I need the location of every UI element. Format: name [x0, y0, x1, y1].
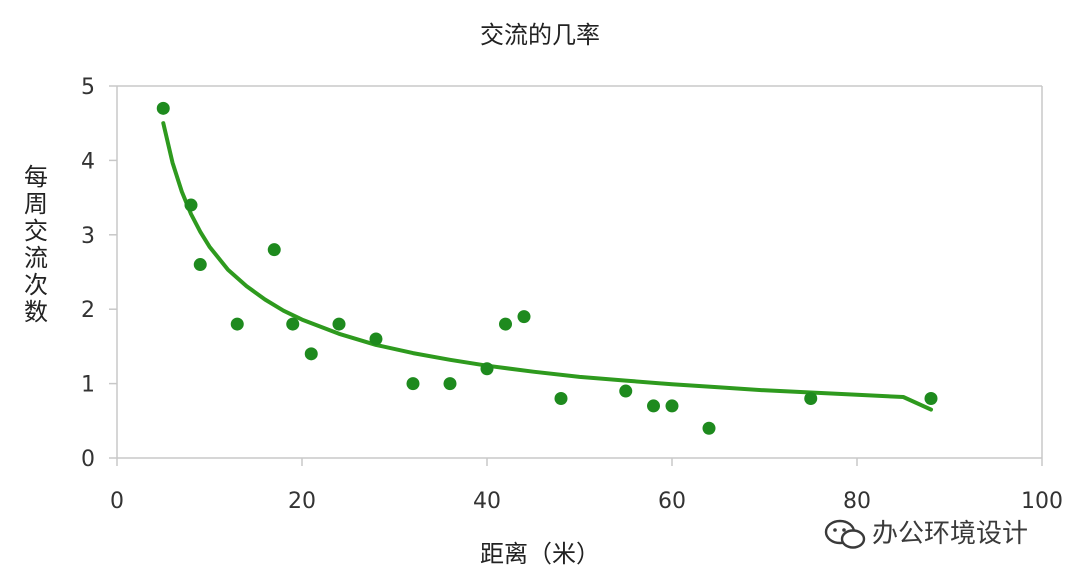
data-point	[184, 198, 198, 212]
y-tick-label: 2	[81, 298, 95, 323]
points-group	[156, 101, 938, 435]
data-point	[702, 421, 716, 435]
x-tick-label: 40	[473, 489, 501, 514]
y-axis-label-char: 每	[24, 163, 48, 191]
data-point	[406, 377, 420, 391]
trendline	[161, 121, 933, 412]
y-axis: 0 1 2 3 4 5	[81, 75, 118, 472]
x-axis-label: 距离（米）	[480, 540, 600, 568]
data-point	[304, 347, 318, 361]
y-axis-label-char: 周	[24, 190, 48, 218]
y-axis-label-char: 次	[24, 271, 48, 299]
y-tick-label: 1	[81, 373, 95, 398]
plot-frame	[117, 85, 1043, 458]
y-axis-label-char: 流	[24, 244, 48, 272]
data-point	[499, 317, 512, 331]
data-point	[804, 391, 818, 405]
x-tick-label: 0	[110, 489, 124, 514]
trendline-group	[161, 121, 933, 412]
y-tick-label: 0	[81, 447, 95, 472]
x-tick-label: 20	[288, 489, 316, 514]
data-point	[517, 310, 531, 324]
y-tick-label: 5	[81, 75, 95, 100]
data-point	[647, 399, 660, 413]
y-axis-label-char: 交	[24, 217, 48, 245]
data-point	[924, 391, 938, 405]
data-point	[369, 332, 383, 346]
data-point	[193, 258, 207, 272]
chart-title: 交流的几率	[480, 21, 600, 49]
data-point	[230, 317, 244, 331]
data-point	[286, 317, 300, 331]
data-point	[619, 384, 633, 398]
x-tick-label: 100	[1021, 489, 1063, 514]
data-point	[443, 377, 457, 391]
data-point	[267, 243, 281, 257]
data-point	[554, 391, 568, 405]
data-point	[332, 317, 346, 331]
wechat-icon	[824, 519, 866, 549]
watermark: 办公环境设计	[824, 519, 1028, 549]
watermark-text: 办公环境设计	[872, 519, 1028, 549]
x-tick-label: 60	[658, 489, 686, 514]
data-point	[665, 399, 679, 413]
y-axis-label-char: 数	[24, 298, 48, 326]
x-tick-label: 80	[843, 489, 871, 514]
x-axis: 0 20 40 60 80 100	[110, 457, 1063, 514]
data-point	[480, 362, 494, 376]
y-tick-label: 3	[81, 224, 95, 249]
data-point	[156, 101, 170, 115]
y-tick-label: 4	[81, 149, 95, 174]
